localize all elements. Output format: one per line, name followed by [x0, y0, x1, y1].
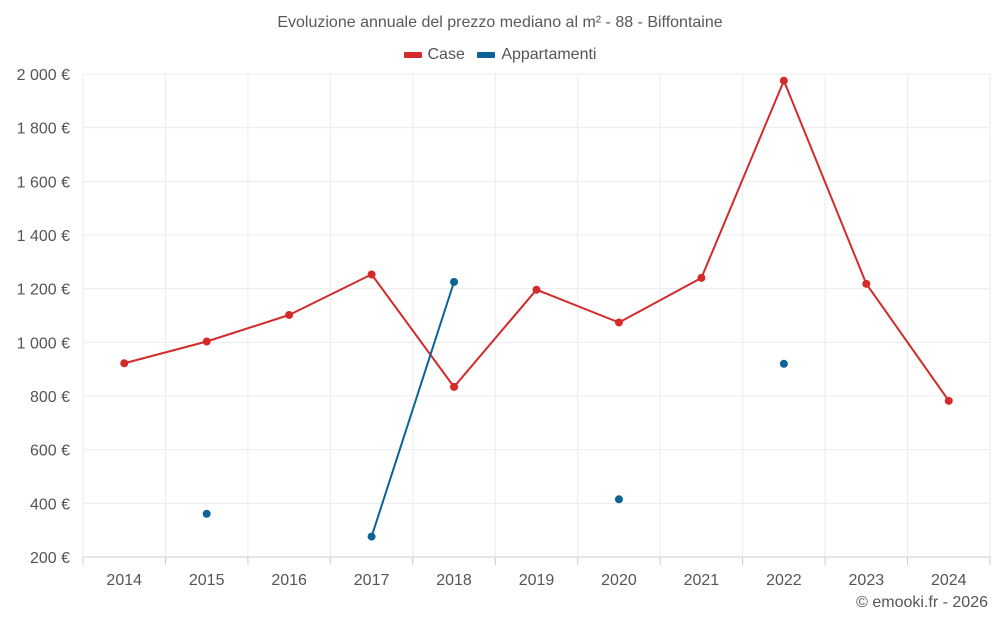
y-tick-label: 200 €: [30, 550, 70, 567]
x-tick-label: 2024: [931, 572, 967, 589]
y-tick-label: 1 600 €: [17, 174, 70, 191]
data-point: [944, 396, 953, 405]
y-tick-label: 400 €: [30, 496, 70, 513]
legend-swatch-appartamenti: [477, 52, 496, 58]
data-point: [120, 359, 129, 368]
legend-item-case[interactable]: Case: [403, 46, 465, 64]
data-point: [862, 279, 871, 288]
x-tick-label: 2020: [601, 572, 637, 589]
credit-text: © emooki.fr - 2026: [856, 594, 988, 611]
data-point: [367, 532, 376, 541]
y-tick-label: 800 €: [30, 389, 70, 406]
data-point: [779, 359, 788, 368]
x-tick-label: 2014: [106, 572, 142, 589]
series-case: [120, 76, 953, 405]
data-point: [614, 495, 623, 504]
x-tick-label: 2016: [271, 572, 307, 589]
y-tick-label: 1 400 €: [17, 228, 70, 245]
data-point: [450, 382, 459, 391]
y-tick-label: 1 800 €: [17, 121, 70, 138]
x-tick-label: 2023: [849, 572, 885, 589]
chart-legend: Case Appartamenti: [0, 45, 1000, 64]
y-tick-label: 1 000 €: [17, 335, 70, 352]
data-point: [779, 76, 788, 85]
data-point: [532, 285, 541, 294]
legend-swatch-case: [403, 52, 422, 58]
legend-item-appartamenti[interactable]: Appartamenti: [477, 46, 596, 64]
y-tick-label: 2 000 €: [17, 67, 70, 84]
data-point: [285, 310, 294, 319]
x-tick-label: 2017: [354, 572, 390, 589]
y-tick-label: 1 200 €: [17, 282, 70, 299]
legend-label-case: Case: [427, 46, 465, 63]
x-tick-label: 2022: [766, 572, 802, 589]
data-point: [202, 509, 211, 518]
chart-title: Evoluzione annuale del prezzo mediano al…: [277, 14, 723, 31]
legend-label-appartamenti: Appartamenti: [501, 46, 597, 63]
x-tick-label: 2019: [519, 572, 555, 589]
x-tick-label: 2021: [684, 572, 720, 589]
data-point: [614, 318, 623, 327]
data-point: [450, 277, 459, 286]
data-point: [697, 273, 706, 282]
x-tick-label: 2015: [189, 572, 225, 589]
y-tick-label: 600 €: [30, 443, 70, 460]
data-point: [202, 337, 211, 346]
x-tick-label: 2018: [436, 572, 472, 589]
series-appartamenti: [202, 277, 788, 541]
data-point: [367, 270, 376, 279]
